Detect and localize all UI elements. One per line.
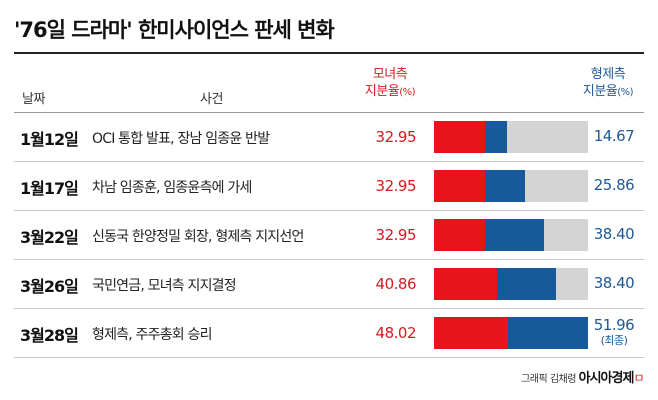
header-bro-line2: 지분율 — [582, 84, 618, 99]
bar-segment-mom — [434, 268, 497, 300]
title-divider — [14, 52, 644, 54]
brand-mark: ㅁ — [633, 371, 644, 385]
bar-segment-bro — [484, 219, 544, 251]
credit-text: 그래픽 김채령 — [521, 374, 576, 385]
mom-value-label: 48.02 — [375, 324, 417, 342]
row-date: 1월12일 — [20, 130, 79, 149]
header-bro-unit: (%) — [617, 87, 634, 98]
mom-value-label: 32.95 — [375, 177, 417, 195]
bro-value-text: 25.86 — [593, 176, 635, 194]
share-bar — [434, 121, 588, 153]
row-date: 1월17일 — [20, 179, 79, 198]
chart-row: 3월26일 국민연금, 모녀측 지지결정 40.86 38.40 — [14, 260, 644, 309]
bro-value-label: 38.40 — [574, 275, 654, 291]
header-mom-line2-wrap: 지분율(%) — [340, 83, 440, 101]
row-event: 형제측, 주주총회 승리 — [92, 327, 212, 343]
share-bar — [434, 317, 588, 349]
header-divider — [14, 112, 644, 113]
bro-value-label: 51.96 (최종) — [574, 317, 654, 349]
bar-segment-mom — [434, 317, 508, 349]
mom-value-label: 32.95 — [375, 128, 417, 146]
bro-value-text: 38.40 — [593, 274, 635, 292]
header-mom-line2: 지분율 — [364, 84, 400, 99]
mom-value-label: 32.95 — [375, 226, 417, 244]
header-bro-share: 형제측 지분율(%) — [560, 66, 656, 101]
share-bar — [434, 170, 588, 202]
header-bro-line1: 형제측 — [590, 67, 626, 82]
header-mom-unit: (%) — [399, 87, 416, 98]
row-date: 3월28일 — [20, 326, 79, 345]
bro-value-text: 14.67 — [593, 127, 635, 145]
chart-title: '76일 드라마' 한미사이언스 판세 변화 — [14, 18, 335, 42]
header-mom-line1: 모녀측 — [372, 67, 408, 82]
row-date: 3월22일 — [20, 228, 79, 247]
bar-segment-bro — [484, 170, 525, 202]
credit: 그래픽 김채령 아시아경제ㅁ — [521, 367, 644, 386]
chart-row: 3월22일 신동국 한양정밀 회장, 형제측 지지선언 32.95 38.40 — [14, 211, 644, 260]
header-bro-line2-wrap: 지분율(%) — [560, 83, 656, 101]
header-date: 날짜 — [22, 92, 45, 107]
chart-row: 1월17일 차남 임종훈, 임종윤측에 가세 32.95 25.86 — [14, 162, 644, 211]
bar-segment-bro — [507, 317, 588, 349]
bar-segment-bro — [496, 268, 557, 300]
bro-value-label: 38.40 — [574, 226, 654, 242]
chart-row: 1월12일 OCI 통합 발표, 장남 임종윤 반발 32.95 14.67 — [14, 113, 644, 162]
share-bar — [434, 219, 588, 251]
bro-value-label: 14.67 — [574, 128, 654, 144]
bar-segment-mom — [434, 170, 485, 202]
share-bar — [434, 268, 588, 300]
row-event: OCI 통합 발표, 장남 임종윤 반발 — [92, 131, 270, 147]
header-mom-share: 모녀측 지분율(%) — [340, 66, 440, 101]
bar-segment-mom — [434, 219, 485, 251]
bar-segment-bro — [484, 121, 508, 153]
mom-value-label: 40.86 — [375, 275, 417, 293]
bro-value-text: 51.96 — [593, 316, 635, 334]
header-event: 사건 — [200, 92, 223, 107]
bar-segment-mom — [434, 121, 485, 153]
final-note: (최종) — [600, 334, 628, 347]
bro-value-text: 38.40 — [593, 225, 635, 243]
bro-value-label: 25.86 — [574, 177, 654, 193]
chart-row: 3월28일 형제측, 주주총회 승리 48.02 51.96 (최종) — [14, 309, 644, 358]
row-event: 국민연금, 모녀측 지지결정 — [92, 278, 237, 294]
brand-logo: 아시아경제 — [578, 371, 635, 386]
row-date: 3월26일 — [20, 277, 79, 296]
row-event: 신동국 한양정밀 회장, 형제측 지지선언 — [92, 229, 304, 245]
row-event: 차남 임종훈, 임종윤측에 가세 — [92, 180, 252, 196]
